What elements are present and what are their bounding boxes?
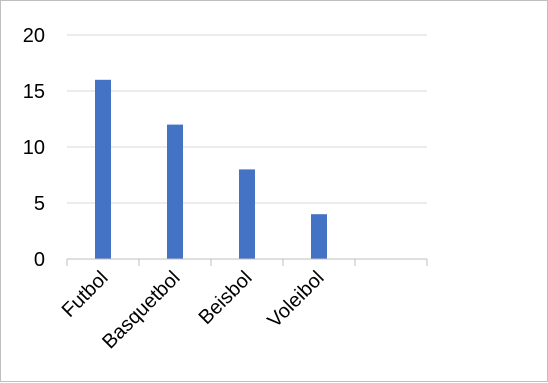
- y-tick-label: 0: [34, 249, 45, 271]
- x-axis: [66, 258, 428, 266]
- bars: [95, 79, 327, 259]
- x-tick-label: Voleibol: [263, 267, 328, 332]
- bar-basquetbol: [167, 124, 183, 259]
- bar-futbol: [95, 79, 111, 259]
- y-tick-label: 5: [34, 193, 45, 215]
- y-tick-label: 15: [23, 81, 45, 103]
- bar-voleibol: [311, 214, 327, 259]
- y-axis-tick-labels: 0 5 10 15 20: [23, 25, 45, 271]
- bar-beisbol: [239, 169, 255, 259]
- y-tick-label: 20: [23, 25, 45, 47]
- x-tick-label: Futbol: [58, 267, 113, 322]
- y-tick-label: 10: [23, 137, 45, 159]
- x-tick-label: Basquetbol: [98, 267, 184, 353]
- x-tick-label: Beisbol: [195, 267, 257, 329]
